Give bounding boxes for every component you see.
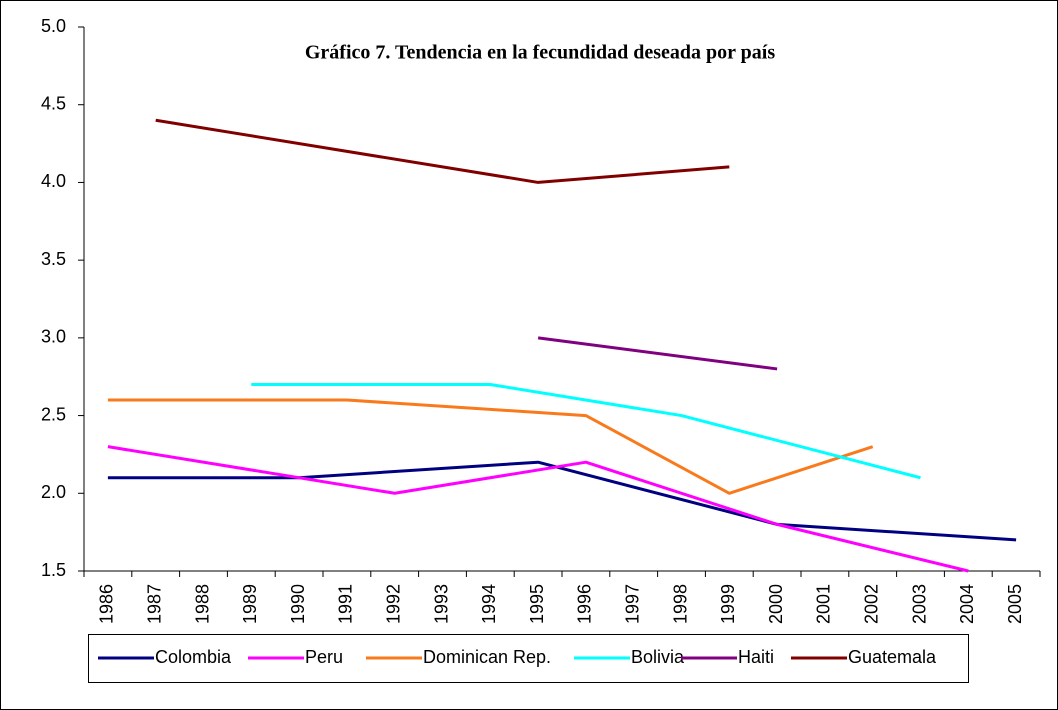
x-tick-label: 2003 (909, 584, 929, 624)
x-tick-label: 1989 (240, 584, 260, 624)
x-tick-label: 2001 (814, 584, 834, 624)
legend-label: Colombia (155, 647, 232, 667)
y-tick-label: 3.5 (41, 249, 66, 269)
y-tick-label: 3.0 (41, 327, 66, 347)
x-tick-label: 1987 (144, 584, 164, 624)
series-line (107, 398, 874, 495)
series-line (107, 445, 969, 573)
series-line (107, 460, 1017, 542)
x-tick-label: 1998 (670, 584, 690, 624)
y-tick-label: 4.0 (41, 171, 66, 191)
y-tick-label: 2.0 (41, 482, 66, 502)
x-tick-label: 1988 (192, 584, 212, 624)
series-line (155, 118, 730, 184)
y-tick-label: 4.5 (41, 93, 66, 113)
x-tick-label: 1995 (527, 584, 547, 624)
legend-label: Bolivia (631, 647, 685, 667)
y-tick-label: 2.5 (41, 404, 66, 424)
series-line (537, 336, 778, 371)
x-tick-label: 1996 (575, 584, 595, 624)
legend-label: Peru (305, 647, 343, 667)
x-tick-label: 1991 (336, 584, 356, 624)
x-tick-label: 1992 (383, 584, 403, 624)
x-tick-label: 2000 (766, 584, 786, 624)
x-tick-label: 1994 (479, 584, 499, 624)
x-tick-label: 1997 (622, 584, 642, 624)
chart-title: Gráfico 7. Tendencia en la fecundidad de… (305, 42, 775, 64)
legend-label: Guatemala (848, 647, 937, 667)
x-tick-label: 1986 (97, 584, 117, 624)
x-tick-label: 1990 (288, 584, 308, 624)
x-tick-label: 2005 (1005, 584, 1025, 624)
legend-label: Dominican Rep. (423, 647, 551, 667)
series-line (251, 382, 921, 480)
y-tick-label: 5.0 (41, 16, 66, 36)
legend-label: Haiti (738, 647, 774, 667)
x-tick-label: 1999 (718, 584, 738, 624)
x-tick-label: 2002 (861, 584, 881, 624)
x-tick-label: 2004 (957, 584, 977, 624)
x-tick-label: 1993 (431, 584, 451, 624)
y-tick-label: 1.5 (41, 560, 66, 580)
